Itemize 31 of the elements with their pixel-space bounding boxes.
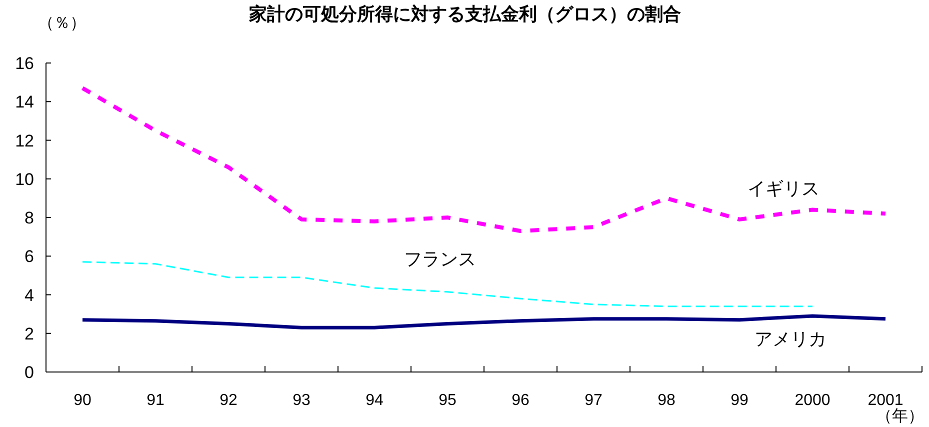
x-tick-label: 91: [146, 392, 164, 409]
chart-title: 家計の可処分所得に対する支払金利（グロス）の割合: [248, 4, 681, 24]
x-tick-label: 99: [730, 392, 748, 409]
アメリカ: アメリカ: [82, 314, 886, 349]
x-tick-label: 94: [366, 392, 384, 409]
x-tick-label: 92: [220, 392, 238, 409]
x-tick-label: 2001: [868, 392, 904, 409]
y-tick-label: 0: [24, 363, 34, 382]
y-tick-label: 14: [15, 92, 34, 112]
y-axis-title: （％）: [38, 15, 86, 32]
x-tick-label: 2000: [794, 392, 830, 409]
series-label: アメリカ: [754, 328, 827, 349]
x-axis-title: （年）: [876, 408, 924, 425]
series-label: イギリス: [747, 178, 820, 198]
y-tick-label: 12: [15, 131, 34, 150]
series-label: フランス: [404, 248, 476, 269]
y-tick-label: 16: [15, 54, 34, 73]
x-tick-label: 90: [74, 392, 92, 409]
フランス: フランス: [82, 248, 812, 308]
y-tick-label: 4: [24, 286, 34, 305]
x-tick-label: 97: [584, 392, 602, 409]
x-tick-label: 93: [292, 392, 310, 409]
x-tick-label: 98: [658, 392, 676, 409]
イギリス: イギリス: [82, 86, 886, 234]
y-tick-label: 2: [24, 324, 34, 344]
x-tick-label: 96: [512, 392, 530, 409]
y-tick-label: 6: [24, 247, 34, 266]
line-series: [80, 314, 888, 330]
y-tick-label: 8: [24, 208, 34, 228]
x-tick-label: 95: [438, 392, 456, 409]
y-tick-label: 10: [15, 170, 34, 189]
